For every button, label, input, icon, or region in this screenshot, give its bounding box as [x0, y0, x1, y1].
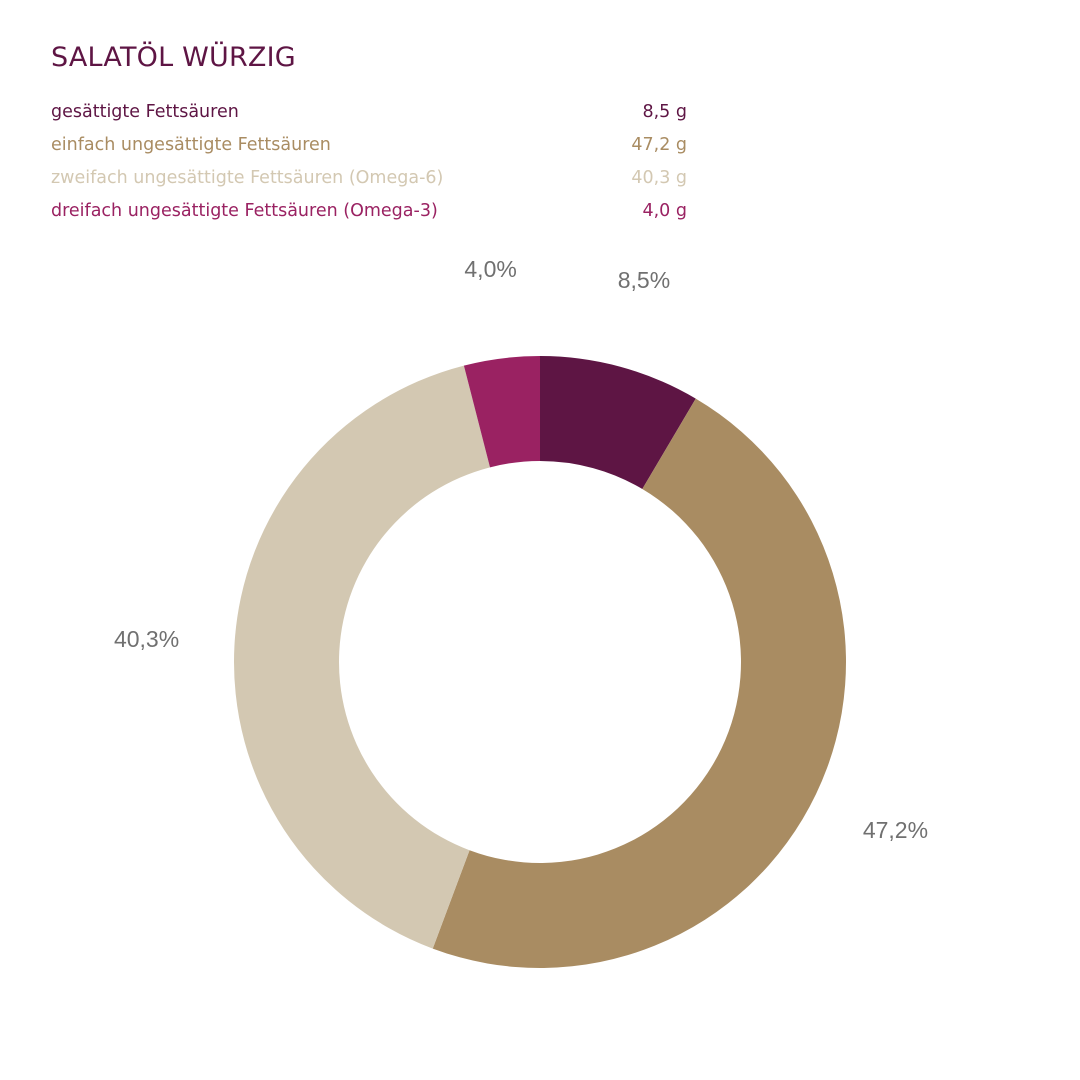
- legend-label-omega-3: dreifach ungesättigte Fettsäuren (Omega-…: [51, 200, 438, 221]
- legend-label-monounsaturated: einfach ungesättigte Fettsäuren: [51, 134, 331, 155]
- legend: gesättigte Fettsäuren 8,5 g einfach unge…: [51, 95, 687, 227]
- slice-label-saturated: 8,5%: [618, 267, 670, 293]
- slice-labels: 8,5% 47,2% 40,3% 4,0%: [114, 256, 928, 843]
- chart-title: SALATÖL WÜRZIG: [51, 42, 296, 73]
- legend-entry-omega-6: zweifach ungesättigte Fettsäuren (Omega-…: [51, 161, 687, 194]
- slice-label-monounsaturated: 47,2%: [863, 817, 928, 843]
- legend-entry-saturated: gesättigte Fettsäuren 8,5 g: [51, 95, 687, 128]
- slice-omega-6: [233, 365, 491, 949]
- legend-entry-omega-3: dreifach ungesättigte Fettsäuren (Omega-…: [51, 194, 687, 227]
- slice-monounsaturated: [432, 398, 846, 968]
- legend-label-omega-6: zweifach ungesättigte Fettsäuren (Omega-…: [51, 167, 444, 188]
- slice-omega-3: [463, 356, 540, 468]
- legend-value-omega-6: 40,3 g: [631, 167, 687, 188]
- legend-value-monounsaturated: 47,2 g: [631, 134, 687, 155]
- slice-saturated: [540, 356, 696, 489]
- legend-value-omega-3: 4,0 g: [642, 200, 687, 221]
- legend-label-saturated: gesättigte Fettsäuren: [51, 101, 239, 122]
- slice-label-omega-3: 4,0%: [464, 256, 516, 282]
- legend-entry-monounsaturated: einfach ungesättigte Fettsäuren 47,2 g: [51, 128, 687, 161]
- slice-label-omega-6: 40,3%: [114, 626, 179, 652]
- legend-value-saturated: 8,5 g: [642, 101, 687, 122]
- donut-slices: [233, 356, 846, 968]
